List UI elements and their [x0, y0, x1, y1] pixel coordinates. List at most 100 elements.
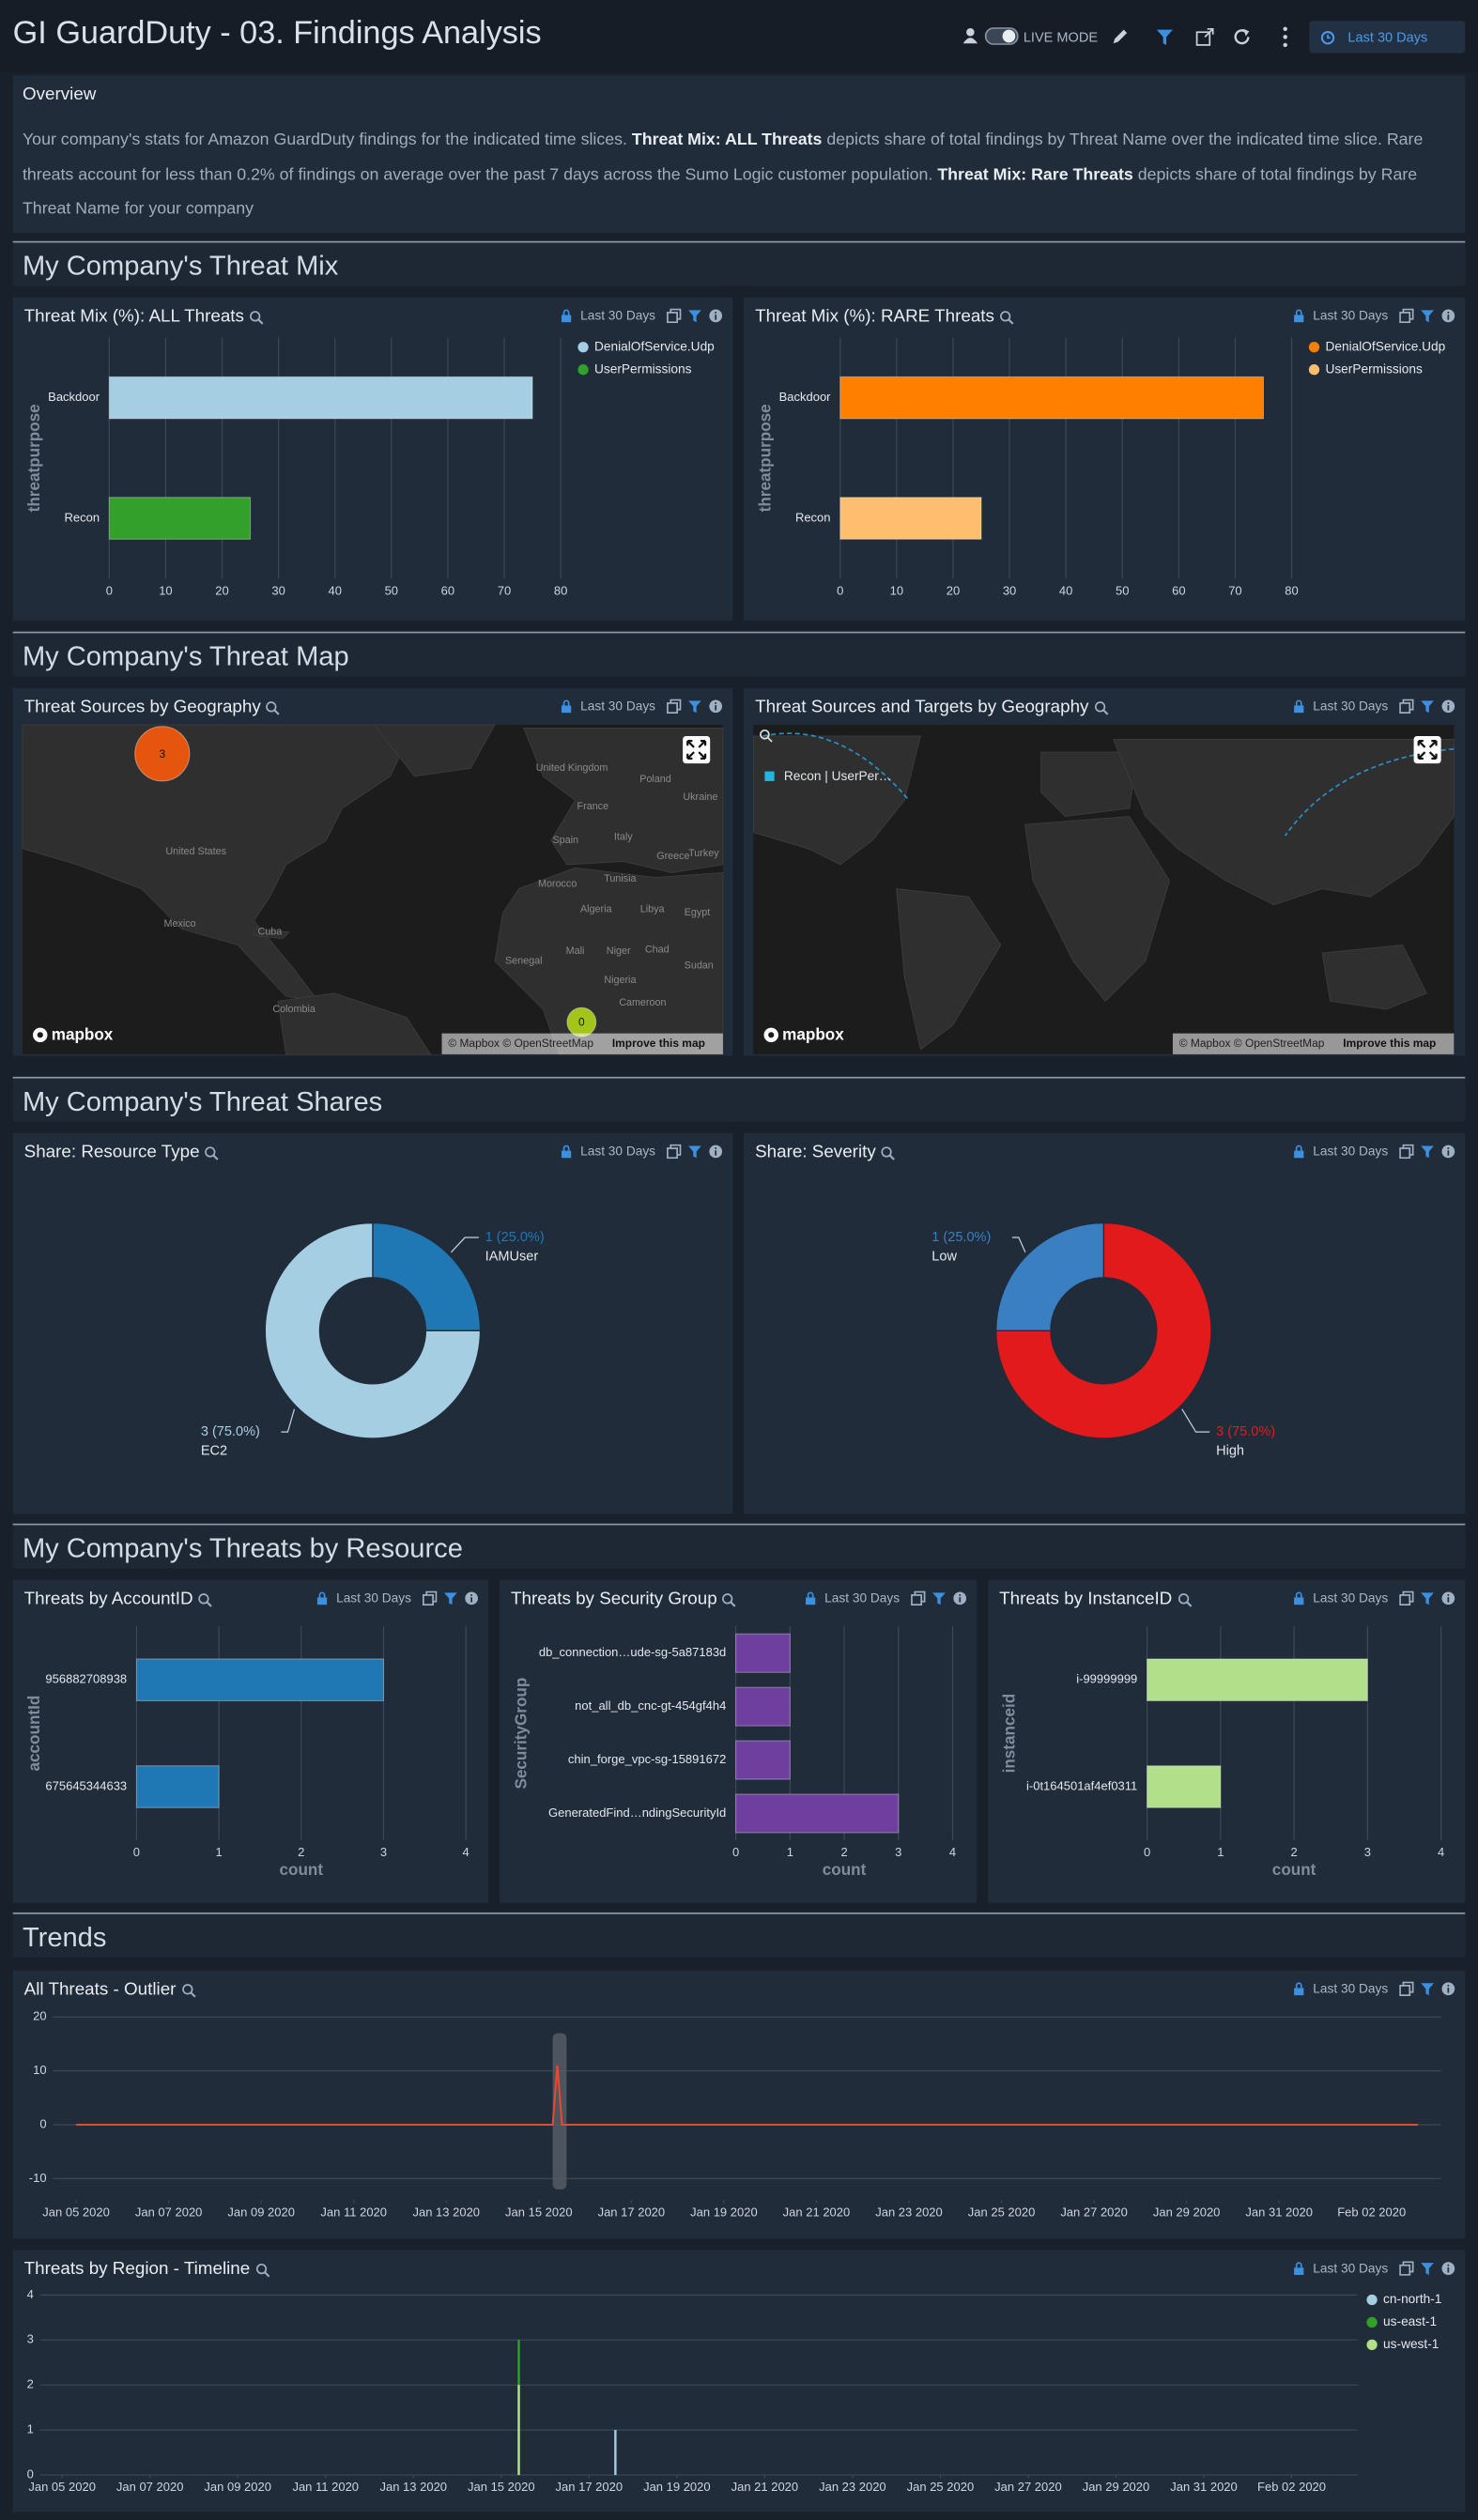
chart: 3 (75.0%) High 1 (25.0%) Low [931, 1222, 1275, 1459]
filter-icon[interactable] [1420, 1145, 1434, 1159]
category-label: db_connection…ude-sg-5a87183d [539, 1645, 726, 1659]
copy-icon[interactable] [1399, 699, 1414, 715]
filter-icon[interactable] [1155, 27, 1175, 47]
refresh-icon[interactable] [1232, 27, 1252, 47]
zoom-icon[interactable] [722, 1591, 737, 1606]
copy-icon[interactable] [1399, 1144, 1414, 1160]
info-icon[interactable] [464, 1591, 478, 1606]
land [523, 727, 724, 873]
x-tick-label: 3 [895, 1845, 901, 1859]
zoom-icon[interactable] [249, 310, 264, 324]
legend-label: us-west-1 [1383, 2337, 1439, 2351]
overview-text-segment: Your company's stats for Amazon GuardDut… [22, 131, 632, 150]
filter-icon[interactable] [1420, 1591, 1434, 1606]
copy-icon[interactable] [422, 1590, 438, 1606]
panel-header: Threat Mix (%): ALL Threats [24, 307, 264, 326]
zoom-icon[interactable] [254, 2262, 269, 2277]
zoom-icon[interactable] [181, 1982, 195, 1997]
filter-icon[interactable] [931, 1591, 946, 1606]
filter-icon[interactable] [687, 699, 701, 714]
user-icon[interactable] [961, 25, 980, 45]
more-icon[interactable] [1281, 25, 1290, 48]
lock-icon[interactable] [1292, 2261, 1306, 2275]
bar [614, 2430, 617, 2476]
y-tick-label: 1 [27, 2422, 34, 2436]
info-icon[interactable] [1441, 699, 1455, 714]
info-icon[interactable] [708, 1145, 723, 1159]
zoom-icon[interactable] [266, 699, 281, 715]
filter-icon[interactable] [443, 1591, 457, 1606]
zoom-icon[interactable] [881, 1145, 896, 1160]
copy-icon[interactable] [667, 699, 682, 715]
connection-arc [762, 732, 909, 800]
time-range-picker[interactable]: Last 30 Days [1309, 21, 1466, 54]
copy-icon[interactable] [667, 308, 682, 324]
lock-icon[interactable] [560, 1145, 574, 1159]
filter-icon[interactable] [1420, 309, 1434, 323]
x-tick-label: Jan 21 2020 [731, 2480, 799, 2494]
zoom-icon[interactable] [198, 1591, 212, 1606]
panel-title: Share: Resource Type [23, 1143, 200, 1162]
info-icon[interactable] [708, 309, 723, 323]
filter-icon[interactable] [1420, 1982, 1434, 1996]
live-mode-toggle[interactable] [984, 27, 1019, 45]
info-icon[interactable] [708, 699, 723, 714]
lock-icon[interactable] [560, 309, 574, 323]
improve-map-link[interactable]: Improve this map [612, 1037, 705, 1050]
info-icon[interactable] [1441, 1145, 1455, 1159]
x-tick-label: Jan 13 2020 [412, 2205, 480, 2219]
lock-icon[interactable] [1292, 1982, 1306, 1996]
expand-button[interactable] [1413, 735, 1441, 764]
copy-icon[interactable] [667, 1144, 682, 1160]
copy-icon[interactable] [1399, 2261, 1414, 2276]
x-tick-label: Feb 02 2020 [1337, 2205, 1406, 2219]
zoom-icon[interactable] [1177, 1591, 1192, 1606]
panel: -10 0 10 20 Jan 05 2020 Jan 07 2020 Jan 09 202… [12, 1970, 1466, 2239]
y-axis-label: instanceid [1001, 1694, 1019, 1774]
info-icon[interactable] [1441, 1982, 1455, 1996]
filter-icon[interactable] [687, 309, 701, 323]
lock-icon[interactable] [804, 1591, 818, 1606]
zoom-icon[interactable] [999, 310, 1014, 324]
x-tick-label: Jan 27 2020 [1060, 2205, 1128, 2219]
map-label: Cameroon [619, 997, 666, 1008]
info-icon[interactable] [1441, 2261, 1455, 2275]
copy-icon[interactable] [1399, 308, 1414, 324]
zoom-icon[interactable] [1094, 699, 1108, 715]
x-tick-label: 40 [1059, 583, 1072, 597]
share-icon[interactable] [1195, 27, 1215, 47]
x-tick-label: 2 [298, 1845, 304, 1859]
chart: 0 1 2 3 4 db_connection…ude-sg-5a87183d not_al… [513, 1626, 956, 1879]
lock-icon[interactable] [1292, 699, 1306, 714]
bar [108, 376, 533, 420]
expand-button[interactable] [683, 735, 711, 764]
filter-icon[interactable] [1420, 699, 1434, 714]
copy-icon[interactable] [1399, 1590, 1414, 1606]
improve-map-link[interactable]: Improve this map [1343, 1037, 1436, 1050]
lock-icon[interactable] [1292, 1145, 1306, 1159]
map-label: Niger [607, 945, 631, 957]
map-label: Poland [639, 774, 671, 785]
copy-icon[interactable] [1399, 1981, 1414, 1996]
map-label: Spain [552, 835, 578, 846]
lock-icon[interactable] [560, 699, 574, 714]
map-search[interactable] [760, 729, 773, 743]
info-icon[interactable] [1441, 309, 1455, 323]
filter-icon[interactable] [687, 1145, 701, 1159]
lock-icon[interactable] [1292, 1591, 1306, 1606]
copy-icon[interactable] [911, 1590, 926, 1606]
lock-icon[interactable] [1292, 309, 1306, 323]
edit-icon[interactable] [1110, 27, 1130, 47]
info-icon[interactable] [953, 1591, 967, 1606]
lock-icon[interactable] [316, 1591, 330, 1606]
y-tick-label: 20 [33, 2009, 46, 2023]
info-icon[interactable] [1441, 1591, 1455, 1606]
slice-value-label: 1 (25.0%) [485, 1230, 545, 1245]
land [752, 735, 921, 866]
attribution: © Mapbox © OpenStreetMap [448, 1037, 593, 1050]
section-header: My Company's Threat Map [12, 631, 1466, 677]
zoom-icon[interactable] [205, 1145, 219, 1160]
x-tick-label: 10 [890, 583, 903, 597]
filter-icon[interactable] [1420, 2261, 1434, 2275]
y-tick-label: -10 [29, 2171, 47, 2185]
